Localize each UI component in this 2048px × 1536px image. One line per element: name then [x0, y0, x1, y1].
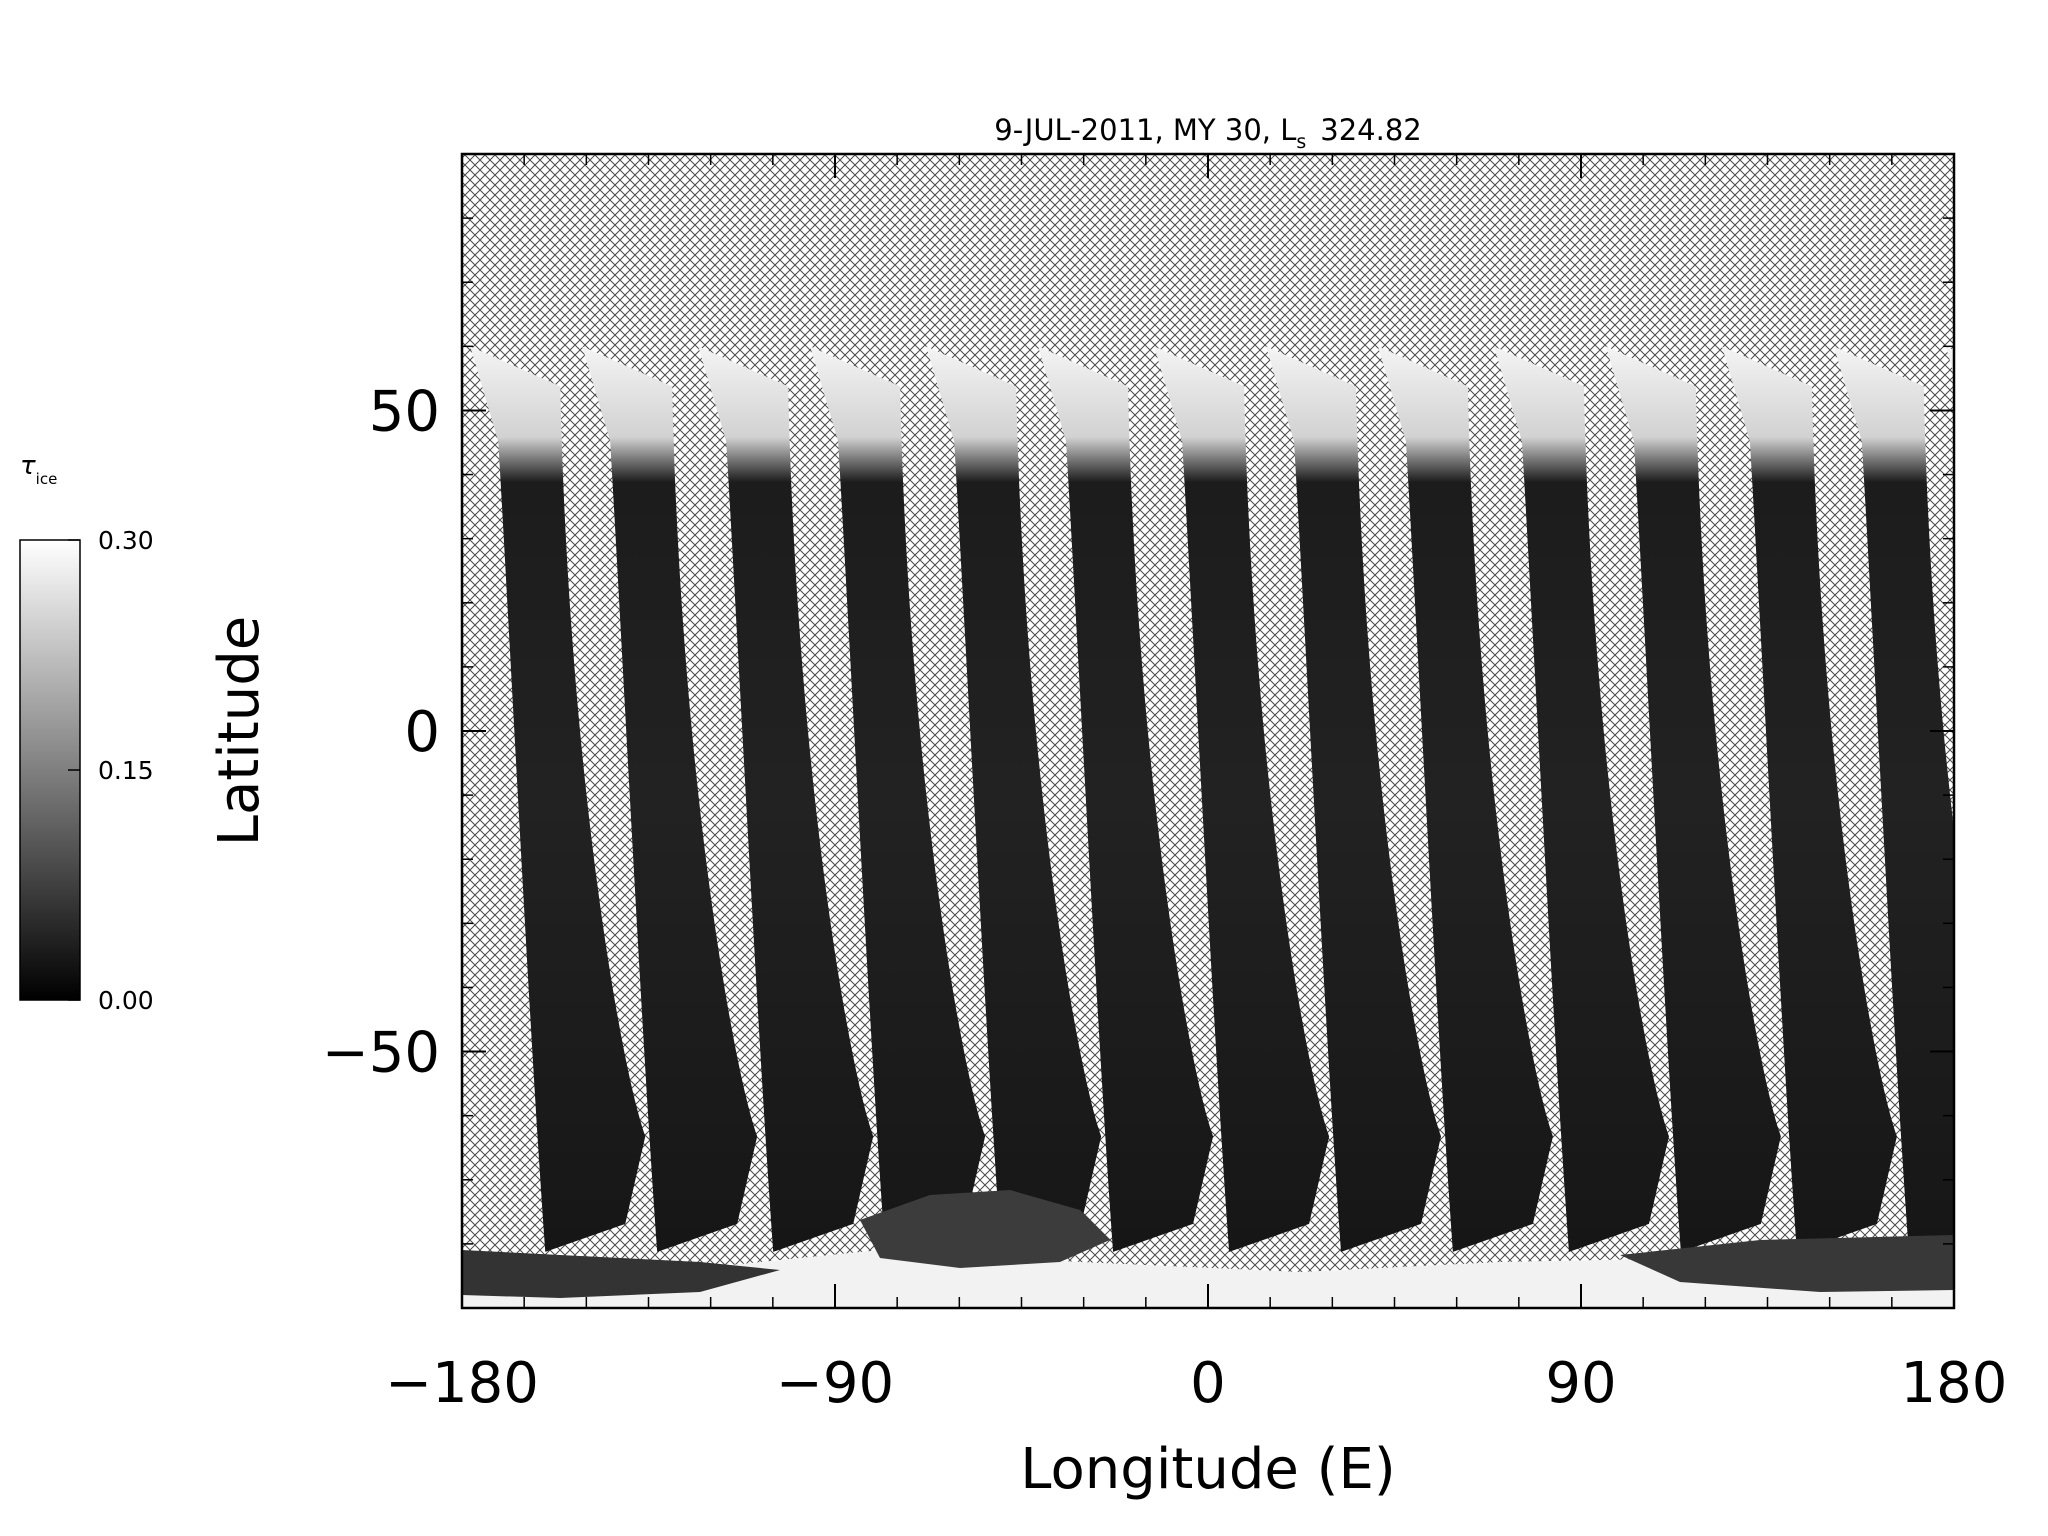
- data-swath: [810, 346, 986, 1252]
- data-swath: [1721, 346, 1897, 1252]
- colorbar-tick-label: 0.30: [98, 526, 154, 555]
- data-swath: [582, 346, 758, 1252]
- data-swath: [698, 346, 874, 1252]
- y-axis-label: Latitude: [207, 616, 272, 846]
- data-swath: [926, 346, 1102, 1252]
- south-cap-dark-right: [1620, 1235, 1954, 1292]
- x-tick-label: 180: [1901, 1351, 2008, 1416]
- south-cap-dark-left: [462, 1250, 780, 1298]
- data-swath: [470, 346, 646, 1252]
- title-main: 9-JUL-2011, MY 30, L: [994, 113, 1296, 147]
- data-swath: [1833, 346, 1954, 1252]
- colorbar: τice 0.30 0.15 0.00: [19, 451, 154, 1015]
- title-subscript: s: [1296, 131, 1306, 153]
- colorbar-ticks: 0.30 0.15 0.00: [68, 526, 154, 1015]
- axes: −180 −90 0 90 180 −50 0 50: [322, 152, 2008, 1416]
- data-swath: [1493, 346, 1669, 1252]
- south-cap-dark-center: [860, 1190, 1110, 1268]
- x-tick-label: −90: [776, 1351, 894, 1416]
- data-swath: [1377, 346, 1553, 1252]
- x-tick-label: 0: [1190, 1351, 1226, 1416]
- x-tick-label: 90: [1545, 1351, 1616, 1416]
- data-swath: [1154, 346, 1330, 1252]
- y-tick-label: 50: [369, 379, 440, 444]
- x-axis-label: Longitude (E): [1020, 1437, 1395, 1502]
- swath-group: [470, 346, 1954, 1252]
- colorbar-symbol: τ: [20, 451, 36, 481]
- colorbar-subscript: ice: [36, 470, 58, 488]
- data-swath: [1945, 346, 1954, 375]
- plot-area: [462, 154, 1954, 1308]
- colorbar-tick-label: 0.00: [98, 986, 154, 1015]
- y-tick-label: −50: [322, 1021, 440, 1086]
- title-value: 324.82: [1320, 113, 1421, 147]
- colorbar-tick-label: 0.15: [98, 756, 154, 785]
- chart-title: 9-JUL-2011, MY 30, Ls 324.82: [994, 113, 1422, 153]
- colorbar-label: τice: [20, 451, 57, 488]
- data-swath: [1605, 346, 1781, 1252]
- data-swath: [1038, 346, 1214, 1252]
- y-tick-label: 0: [404, 700, 440, 765]
- data-swath: [1266, 346, 1442, 1252]
- x-tick-label: −180: [385, 1351, 539, 1416]
